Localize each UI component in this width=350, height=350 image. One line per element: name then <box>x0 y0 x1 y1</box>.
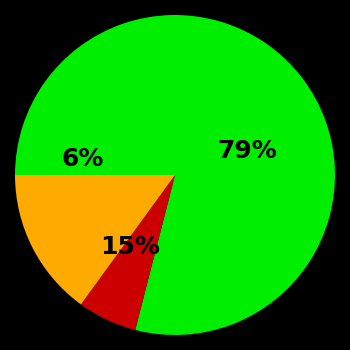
Wedge shape <box>15 175 175 304</box>
Text: 6%: 6% <box>61 147 103 171</box>
Text: 79%: 79% <box>217 139 277 163</box>
Wedge shape <box>81 175 175 330</box>
Wedge shape <box>15 15 335 335</box>
Text: 15%: 15% <box>100 235 160 259</box>
